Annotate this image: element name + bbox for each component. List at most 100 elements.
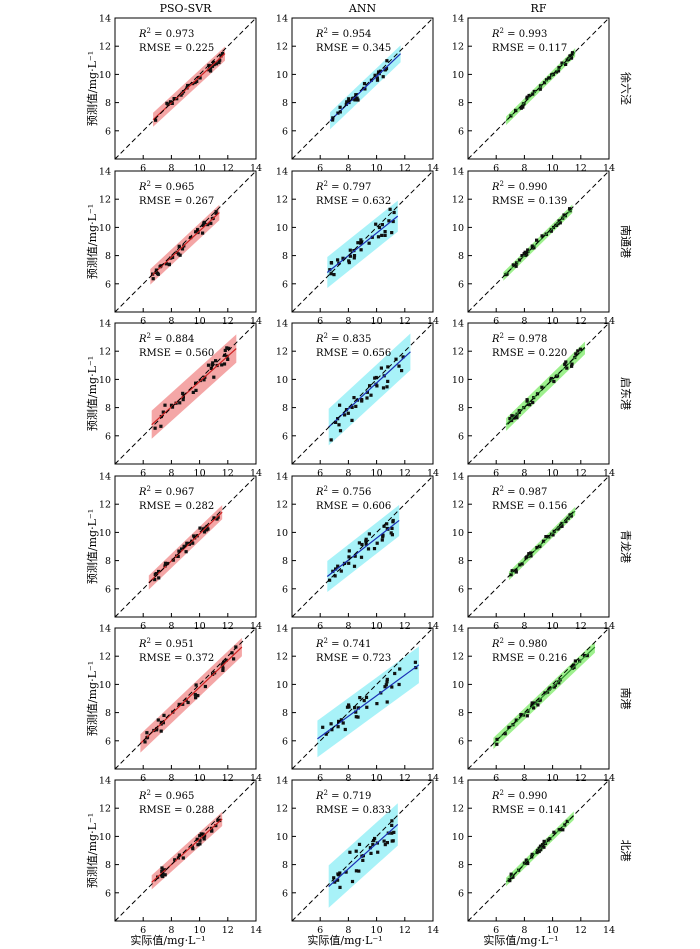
y-tick-label: 10 [452,832,464,843]
data-point [210,64,215,68]
data-point [214,210,218,214]
data-point [569,56,574,60]
y-tick-label: 6 [105,584,111,595]
y-tick-label: 10 [99,375,111,386]
x-tick-label: 8 [345,621,351,632]
data-point [328,578,332,582]
data-point [151,277,155,281]
x-tick-label: 6 [317,773,323,784]
data-point [186,83,190,88]
y-tick-label: 8 [105,251,111,262]
panel-frame [114,627,257,770]
x-tick-label: 10 [194,773,206,784]
data-point [159,424,163,428]
panel-frame [467,627,610,770]
data-point [380,538,384,542]
data-point [179,93,183,97]
data-point [210,829,214,833]
r2-annotation: R2 = 0.884 [138,332,194,345]
x-tick-label: 14 [603,163,615,174]
data-point [215,517,219,521]
data-point [361,858,365,862]
data-point [177,853,181,857]
rmse-annotation: RMSE = 0.288 [139,805,214,816]
data-point [201,832,205,836]
y-tick-label: 14 [276,167,288,178]
x-tick-label: 8 [521,468,527,479]
data-point [561,828,565,832]
data-point [153,426,157,430]
data-point [338,403,342,407]
data-point [354,849,358,853]
data-point [221,668,225,672]
data-point [218,58,222,62]
y-tick-label: 10 [452,223,464,234]
data-point [355,96,359,100]
data-point [576,349,580,353]
data-point [338,105,342,109]
data-point [159,729,163,733]
y-tick-label: 8 [105,556,111,567]
fit-line [151,348,237,426]
data-point [160,872,164,876]
panel-ANN-南通港: 6 6 8 8 10 10 12 12 14 14 R2 = 0.797 RMSE = 0.632 [276,167,439,328]
data-point [196,694,200,698]
data-point [339,569,343,573]
data-point [156,718,160,722]
y-tick-label: 8 [282,98,288,109]
row-label: 徐六泾 [619,72,633,105]
data-point [350,879,355,884]
reference-line [467,779,610,922]
data-point [172,97,176,101]
reference-line [467,475,610,618]
data-point [181,398,185,402]
y-tick-label: 10 [99,223,111,234]
data-point [527,93,531,98]
x-tick-label: 6 [140,773,146,784]
data-point [163,561,168,565]
panel-frame [291,170,434,313]
x-axis-label-col3: 实际值/mg·L⁻¹ [483,933,558,947]
data-point [520,562,524,566]
data-point [390,819,394,823]
data-point [371,842,375,846]
data-point [343,727,347,732]
data-point [385,385,389,389]
x-tick-label: 12 [399,316,411,327]
x-tick-label: 14 [603,621,615,632]
y-tick-label: 6 [105,888,111,899]
rmse-annotation: RMSE = 0.156 [492,501,567,512]
reference-line [114,779,257,922]
data-point [554,70,559,74]
data-point [582,654,586,658]
fit-line [151,818,223,883]
data-point [356,706,360,710]
x-tick-label: 10 [194,925,206,936]
data-point [167,262,171,266]
y-tick-label: 12 [452,42,464,53]
panel-PSO-SVR-徐六泾: 6 6 8 8 10 10 12 12 14 14 R2 = 0.973 RMSE = 0.225 预测… [86,14,262,175]
data-point [178,253,182,257]
reference-line [114,17,257,160]
data-point [176,554,180,558]
data-point [517,409,521,413]
y-tick-label: 10 [99,680,111,691]
rmse-annotation: RMSE = 0.632 [316,196,391,207]
row-label: 南通港 [619,225,632,258]
data-point [347,555,351,559]
data-point [383,843,387,847]
column-title: PSO-SVR [160,2,213,15]
data-point [364,539,368,543]
data-point [365,705,369,709]
panel-RF-南港: 6 6 8 8 10 10 12 12 14 14 R2 = 0.980 RMSE = 0.216 [452,624,615,785]
data-point [393,671,397,676]
data-point [538,87,542,91]
data-point [185,541,189,545]
rmse-annotation: RMSE = 0.117 [492,43,567,54]
y-tick-label: 10 [276,680,288,691]
data-point [214,359,218,363]
panel-PSO-SVR-启东港: 6 6 8 8 10 10 12 12 14 14 R2 = 0.884 RMSE = 0.560 预测… [86,319,262,480]
y-tick-label: 12 [452,652,464,663]
data-point [369,78,373,82]
data-point [356,715,360,719]
